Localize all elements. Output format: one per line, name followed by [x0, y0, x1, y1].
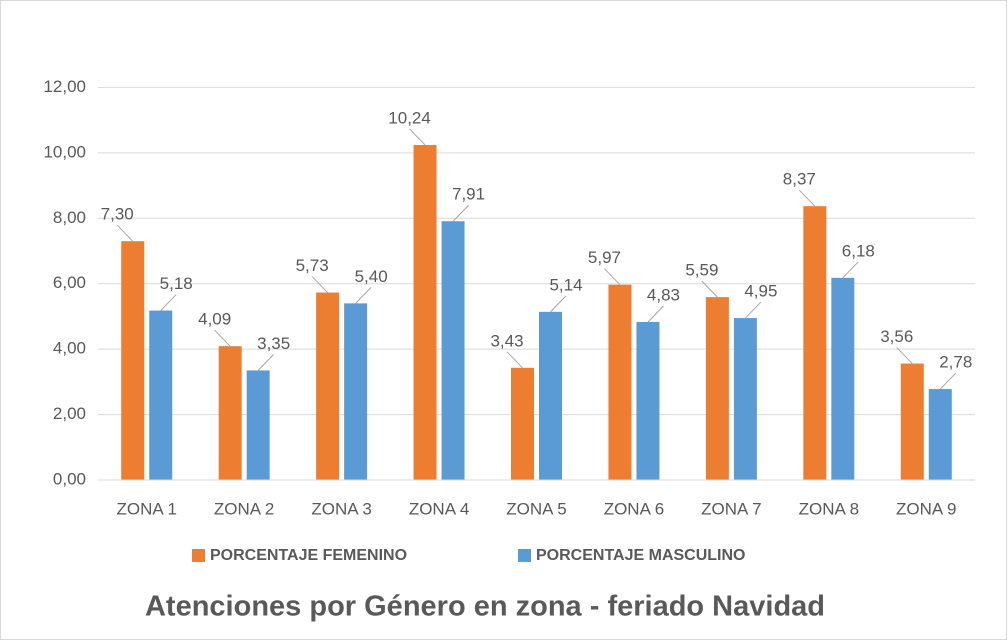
x-tick-label: ZONA 4: [409, 499, 469, 518]
data-label: 5,40: [355, 267, 388, 286]
data-label: 5,97: [588, 248, 621, 267]
leader-line: [701, 280, 718, 298]
leader-line: [896, 347, 913, 364]
leader-line: [160, 294, 177, 311]
y-tick-label: 4,00: [53, 339, 86, 358]
leader-line: [311, 276, 328, 293]
data-label: 5,14: [549, 275, 582, 294]
bar: [121, 241, 145, 480]
bar: [344, 303, 368, 480]
data-label: 7,30: [101, 205, 134, 224]
leader-line: [604, 268, 621, 286]
y-tick-label: 2,00: [53, 404, 86, 423]
y-tick-label: 12,00: [43, 77, 86, 96]
leader-line: [647, 305, 664, 323]
bar: [831, 277, 855, 480]
chart-title: Atenciones por Género en zona - feriado …: [145, 591, 825, 623]
leader-line: [409, 128, 426, 146]
leader-line: [355, 286, 372, 304]
x-tick-label: ZONA 1: [116, 499, 176, 518]
legend-label: PORCENTAJE MASCULINO: [536, 547, 746, 564]
bar: [928, 389, 952, 480]
bar: [441, 221, 465, 481]
y-tick-label: 10,00: [43, 142, 86, 161]
legend-label: PORCENTAJE FEMENINO: [210, 547, 407, 564]
leader-line: [745, 301, 762, 319]
data-label: 7,91: [452, 185, 485, 204]
data-label: 5,59: [685, 261, 718, 280]
x-tick-label: ZONA 6: [604, 499, 664, 518]
bar: [705, 297, 729, 480]
data-label: 2,78: [939, 353, 972, 372]
bar: [636, 321, 660, 480]
leader-line: [116, 224, 134, 242]
bar: [246, 370, 270, 480]
y-tick-label: 0,00: [53, 469, 86, 488]
y-tick-label: 6,00: [53, 273, 86, 292]
data-label: 5,73: [296, 256, 329, 275]
y-tick-label: 8,00: [53, 208, 86, 227]
leader-line: [506, 351, 523, 369]
bar: [413, 145, 437, 480]
data-label: 3,35: [257, 334, 290, 353]
bar: [511, 367, 534, 480]
data-label: 4,83: [647, 285, 680, 304]
bar: [803, 206, 827, 480]
x-tick-label: ZONA 9: [896, 499, 956, 518]
data-label: 6,18: [842, 241, 875, 260]
leader-line: [214, 329, 231, 347]
bar: [733, 318, 757, 480]
bar: [218, 346, 242, 480]
leader-line: [842, 261, 859, 279]
x-tick-label: ZONA 3: [311, 499, 371, 518]
x-tick-label: ZONA 5: [506, 499, 566, 518]
data-label: 8,37: [783, 170, 816, 189]
x-tick-label: ZONA 8: [799, 499, 859, 518]
bar: [149, 310, 173, 480]
leader-line: [550, 295, 567, 313]
x-tick-label: ZONA 7: [701, 499, 761, 518]
legend-swatch: [192, 549, 205, 562]
bar: [539, 311, 562, 480]
bar: [316, 292, 340, 480]
bar: [608, 284, 632, 480]
data-label: 4,95: [744, 282, 777, 301]
data-label: 3,43: [490, 331, 523, 350]
data-label: 5,18: [160, 274, 193, 293]
data-label: 4,09: [198, 310, 231, 329]
bar: [900, 363, 924, 480]
x-tick-label: ZONA 2: [214, 499, 274, 518]
data-label: 10,24: [388, 108, 431, 127]
legend-swatch: [518, 549, 531, 562]
leader-line: [798, 189, 816, 207]
data-label: 3,56: [880, 327, 913, 346]
leader-line: [452, 204, 469, 222]
leader-line: [939, 372, 957, 390]
leader-line: [257, 354, 275, 371]
